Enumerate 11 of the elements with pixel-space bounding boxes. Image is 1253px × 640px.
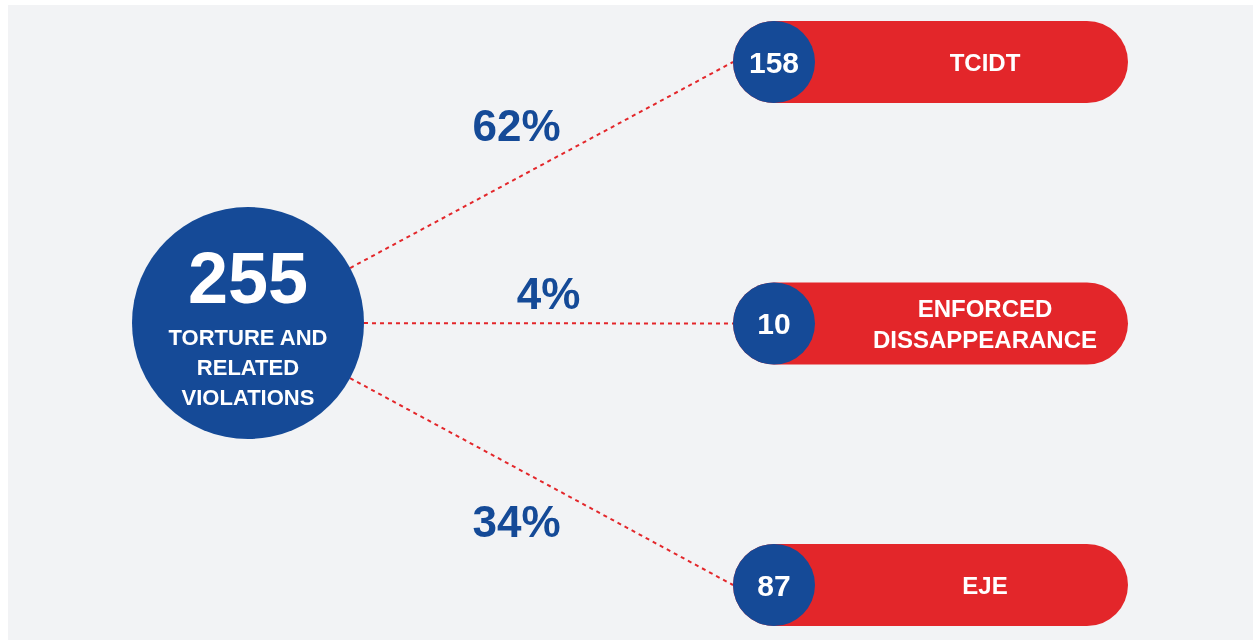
- text: 34%: [472, 497, 561, 547]
- text: 62%: [472, 100, 561, 150]
- data-label: 158: [748, 45, 800, 79]
- text: 4%: [516, 268, 581, 318]
- category-label: TCIDT: [949, 48, 1021, 76]
- category-label: EJE: [962, 571, 1008, 599]
- text: TORTURE AND RELATED VIOLATIONS: [168, 324, 328, 410]
- category-label: ENFORCED DISSAPPEARANCE: [872, 295, 1098, 353]
- data-label: 87: [757, 568, 791, 602]
- text: 255: [187, 238, 309, 318]
- data-label: 10: [757, 307, 791, 340]
